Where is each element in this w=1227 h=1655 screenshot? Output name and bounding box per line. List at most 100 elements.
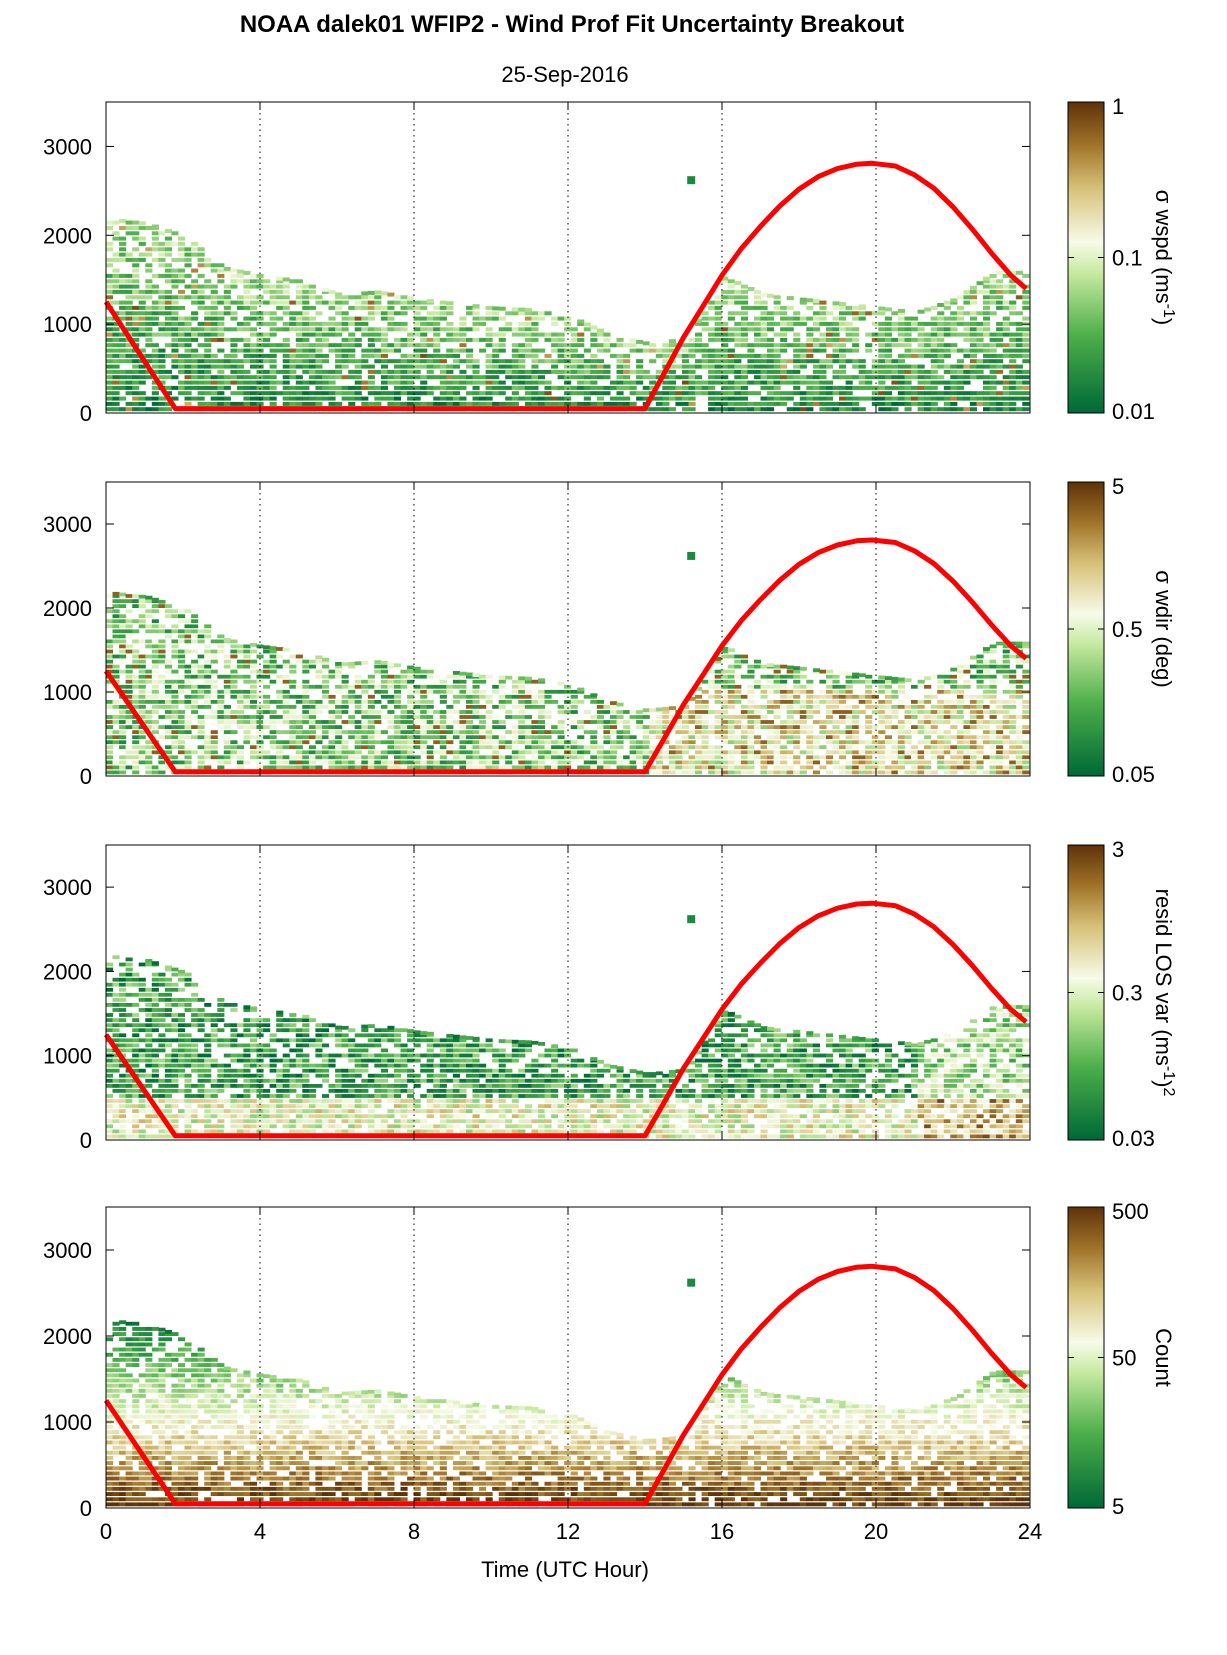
heatmap-cell [210, 300, 218, 305]
heatmap-cell [596, 332, 604, 337]
heatmap-cell [446, 332, 454, 337]
heatmap-cell [780, 359, 788, 364]
heatmap-cell [544, 396, 552, 401]
heatmap-cell [937, 396, 945, 401]
heatmap-cell [852, 720, 860, 724]
heatmap-cell [518, 380, 526, 385]
heatmap-cell [145, 252, 153, 257]
heatmap-cell [492, 705, 500, 709]
heatmap-cell [695, 705, 703, 709]
heatmap-cell [773, 300, 781, 305]
heatmap-cell [564, 396, 572, 401]
heatmap-cell [956, 720, 964, 724]
heatmap-cell [354, 364, 362, 369]
heatmap-cell [727, 725, 735, 729]
heatmap-cell [367, 755, 375, 760]
heatmap-cell [786, 407, 794, 412]
heatmap-cell [538, 348, 546, 353]
heatmap-cell [119, 592, 127, 597]
heatmap-cell [714, 700, 722, 704]
heatmap-cell [740, 694, 748, 699]
heatmap-cell [282, 401, 290, 406]
heatmap-cell [295, 343, 303, 348]
heatmap-cell [721, 647, 729, 651]
heatmap-cell [315, 343, 323, 348]
heatmap-cell [380, 750, 388, 755]
heatmap-cell [138, 599, 146, 603]
heatmap-cell [734, 700, 742, 704]
heatmap-cell [341, 353, 349, 358]
heatmap-cell [158, 241, 166, 246]
heatmap-cell [570, 359, 578, 364]
heatmap-cell [668, 348, 676, 353]
heatmap-cell [282, 700, 290, 704]
heatmap-cell [524, 380, 532, 385]
heatmap-cell [184, 624, 192, 629]
heatmap-cell [989, 659, 997, 664]
heatmap-cell [911, 353, 919, 358]
heatmap-cell [629, 348, 637, 353]
heatmap-cell [439, 689, 447, 694]
heatmap-cell [557, 689, 565, 694]
heatmap-cell [132, 407, 140, 412]
heatmap-cell [263, 279, 271, 284]
heatmap-cell [551, 745, 559, 750]
heatmap-cell [570, 369, 578, 374]
heatmap-cell [871, 369, 879, 374]
heatmap-cell [374, 760, 382, 765]
heatmap-cell [603, 391, 611, 396]
heatmap-cell [230, 401, 238, 406]
heatmap-cell [132, 659, 140, 664]
heatmap-cell [295, 684, 303, 689]
heatmap-cell [754, 364, 762, 369]
heatmap-cell [511, 745, 519, 750]
heatmap-cell [106, 391, 114, 396]
heatmap-cell [819, 332, 827, 337]
heatmap-cell [688, 765, 696, 770]
heatmap-cell [754, 375, 762, 380]
heatmap-cell [917, 332, 925, 337]
heatmap-cell [760, 364, 768, 369]
heatmap-cell [158, 353, 166, 358]
heatmap-cell [1002, 740, 1010, 745]
heatmap-cell [459, 359, 467, 364]
heatmap-cell [884, 700, 892, 704]
heatmap-cell [793, 684, 801, 689]
heatmap-cell [884, 407, 892, 412]
heatmap-cell [367, 401, 375, 406]
heatmap-cell [989, 364, 997, 369]
heatmap-cell [917, 343, 925, 348]
heatmap-cell [191, 375, 199, 380]
heatmap-cell [839, 385, 847, 390]
heatmap-cell [930, 407, 938, 412]
heatmap-cell [191, 684, 199, 689]
heatmap-cell [950, 679, 958, 684]
heatmap-cell [223, 755, 231, 760]
heatmap-cell [459, 348, 467, 353]
heatmap-cell [263, 369, 271, 374]
heatmap-cell [322, 745, 330, 750]
heatmap-cell [675, 391, 683, 396]
heatmap-cell [164, 664, 172, 669]
heatmap-cell [564, 321, 572, 326]
heatmap-cell [819, 369, 827, 374]
heatmap-cell [505, 740, 513, 745]
heatmap-cell [871, 385, 879, 390]
heatmap-cell [799, 401, 807, 406]
heatmap-cell [171, 639, 179, 644]
heatmap-cell [852, 348, 860, 353]
heatmap-cell [498, 348, 506, 353]
heatmap-cell [151, 385, 159, 390]
heatmap-cell [498, 359, 506, 364]
heatmap-cell [335, 755, 343, 760]
heatmap-cell [315, 359, 323, 364]
heatmap-cell [498, 343, 506, 348]
heatmap-cell [610, 720, 618, 724]
heatmap-cell [413, 353, 421, 358]
heatmap-cell [839, 364, 847, 369]
heatmap-cell [852, 385, 860, 390]
heatmap-cell [158, 273, 166, 278]
heatmap-cell [420, 385, 428, 390]
heatmap-cell [760, 694, 768, 699]
heatmap-cell [1002, 348, 1010, 353]
